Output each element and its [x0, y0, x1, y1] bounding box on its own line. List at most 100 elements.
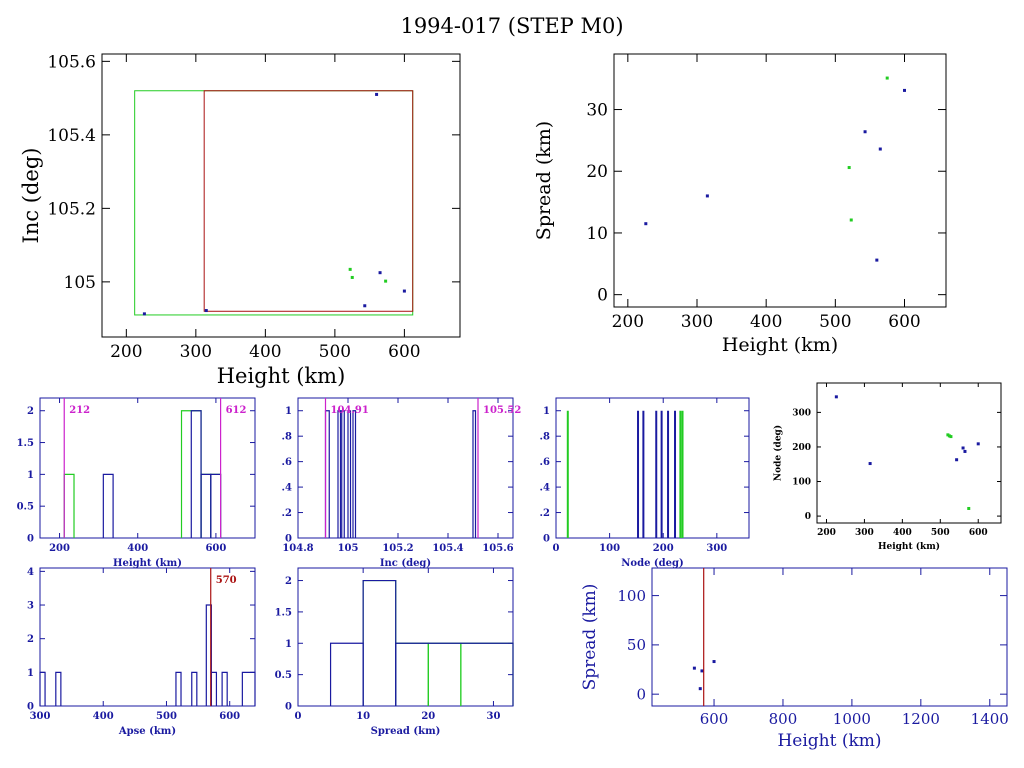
plot-frame: [613, 53, 947, 308]
x-axis-label: Height (km): [217, 364, 346, 388]
y-tick-label: 105.6: [47, 52, 96, 72]
chart-p5: 0 100 200 300 0 .2 .4 .6 .8 1 Node (deg): [540, 397, 750, 569]
x-axis-label: Apse (km): [118, 726, 176, 737]
x-tick-label: 600: [388, 342, 420, 362]
y-tick-label: 0: [636, 685, 646, 703]
y-tick-label: 1.5: [17, 438, 34, 449]
x-tick-label: 300: [30, 711, 51, 722]
y-tick-label: 50: [627, 636, 646, 654]
y-tick-label: 0: [543, 534, 550, 545]
x-tick-label: 400: [127, 543, 148, 554]
x-tick-label: 300: [706, 543, 727, 554]
y-tick-label: 0: [805, 512, 811, 522]
x-tick-label: 20: [421, 711, 435, 722]
hist-bar-blue: [395, 642, 514, 706]
chart-p4: 104.8 105 105.2 105.4 105.6 0 .2 .4 .6 .8 1 Inc (de…: [282, 397, 521, 569]
x-tick-label: 400: [893, 528, 912, 538]
x-tick-label: 300: [681, 312, 713, 332]
point-green: [949, 435, 953, 439]
chart-p7: 300 400 500 600 0 1 2 3 4 Apse (km) 570: [27, 567, 256, 737]
y-tick-label: .6: [282, 457, 292, 468]
point-green: [350, 275, 354, 279]
hist-bar-blue: [210, 671, 218, 706]
hist-bar-blue: [200, 473, 212, 538]
point-blue: [868, 462, 872, 466]
chart-p3: 200 400 600 0 0.5 1 1.5 2 Height (km) 212 612: [17, 397, 256, 569]
x-tick-label: 104.8: [282, 543, 313, 554]
y-tick-label: .4: [282, 483, 292, 494]
y-tick-label: 4: [27, 567, 34, 578]
hist-bar-blue: [241, 671, 256, 706]
point-blue: [875, 258, 879, 262]
hist-bar-green: [460, 642, 514, 706]
y-tick-label: 200: [792, 443, 811, 453]
hist-bar-blue: [329, 642, 364, 706]
hist-bar-blue: [190, 410, 202, 538]
x-tick-label: 500: [319, 342, 351, 362]
hist-bar-blue: [347, 410, 352, 538]
x-tick-label: 200: [110, 342, 142, 362]
point-blue: [863, 130, 867, 134]
y-tick-label: 0.5: [275, 670, 292, 681]
x-tick-label: 600: [700, 710, 729, 728]
marker-label: 212: [69, 405, 90, 416]
hist-bar-blue: [362, 579, 397, 706]
x-tick-label: 200: [612, 312, 644, 332]
y-tick-label: 0: [27, 534, 34, 545]
hist-bar-green: [395, 642, 429, 706]
x-tick-label: 400: [249, 342, 281, 362]
y-tick-label: 1: [543, 406, 550, 417]
x-tick-label: 600: [969, 528, 988, 538]
hist-bar-blue: [175, 671, 182, 706]
hist-bar-blue: [352, 410, 357, 538]
point-blue: [700, 669, 704, 673]
x-axis-label: Height (km): [777, 731, 881, 751]
x-tick-label: 1400: [971, 710, 1009, 728]
x-tick-label: 200: [653, 543, 674, 554]
y-tick-label: 0: [285, 702, 292, 713]
point-blue: [705, 194, 709, 198]
y-tick-label: 3: [27, 601, 34, 612]
x-tick-label: 1000: [833, 710, 871, 728]
y-tick-label: 300: [792, 409, 811, 419]
x-tick-label: 10: [356, 711, 370, 722]
hist-bar-blue: [210, 473, 222, 538]
y-tick-label: .8: [540, 432, 550, 443]
hist-bar-green: [63, 473, 75, 538]
hist-bar-blue: [337, 410, 342, 538]
point-blue: [963, 449, 967, 453]
y-tick-label: 2: [27, 634, 34, 645]
x-tick-label: 105.2: [382, 543, 413, 554]
y-axis-label: Spread (km): [533, 121, 555, 240]
y-tick-label: 20: [586, 162, 608, 182]
range-box-red: [203, 90, 414, 312]
point-blue: [903, 88, 906, 92]
point-blue: [698, 687, 702, 691]
plot-frame: [555, 397, 750, 539]
y-tick-label: 100: [792, 478, 811, 488]
hist-bar-green: [210, 473, 222, 538]
point-green: [384, 279, 388, 283]
chart-p9: 600 800 1000 1200 1400 0 50 100 Height (km) Sprea…: [580, 567, 1009, 751]
hist-bar-blue: [55, 671, 62, 706]
x-tick-label: 105.4: [432, 543, 463, 554]
point-blue: [955, 458, 959, 462]
hist-bar-green: [200, 473, 212, 538]
y-axis-label: Inc (deg): [19, 148, 43, 244]
y-tick-label: .2: [282, 508, 292, 519]
x-tick-label: 800: [769, 710, 798, 728]
y-tick-label: 1: [285, 406, 292, 417]
chart-p1: 200 300 400 500 600 105 105.2 105.4 105.6 Height …: [19, 52, 461, 388]
x-tick-label: 600: [219, 711, 240, 722]
figure-title: 1994-017 (STEP M0): [400, 14, 624, 38]
plot-frame: [297, 567, 514, 707]
plot-frame: [39, 567, 256, 707]
point-blue: [142, 312, 146, 316]
y-tick-label: 105: [64, 273, 96, 293]
x-axis-label: Height (km): [878, 541, 940, 552]
y-tick-label: 100: [617, 587, 646, 605]
chart-p8: 0 10 20 30 0 0.5 1 1.5 2 Spread (km): [275, 567, 514, 737]
chart-p2: 200 300 400 500 600 0 10 20 30 Height (km) Spread …: [533, 53, 947, 356]
